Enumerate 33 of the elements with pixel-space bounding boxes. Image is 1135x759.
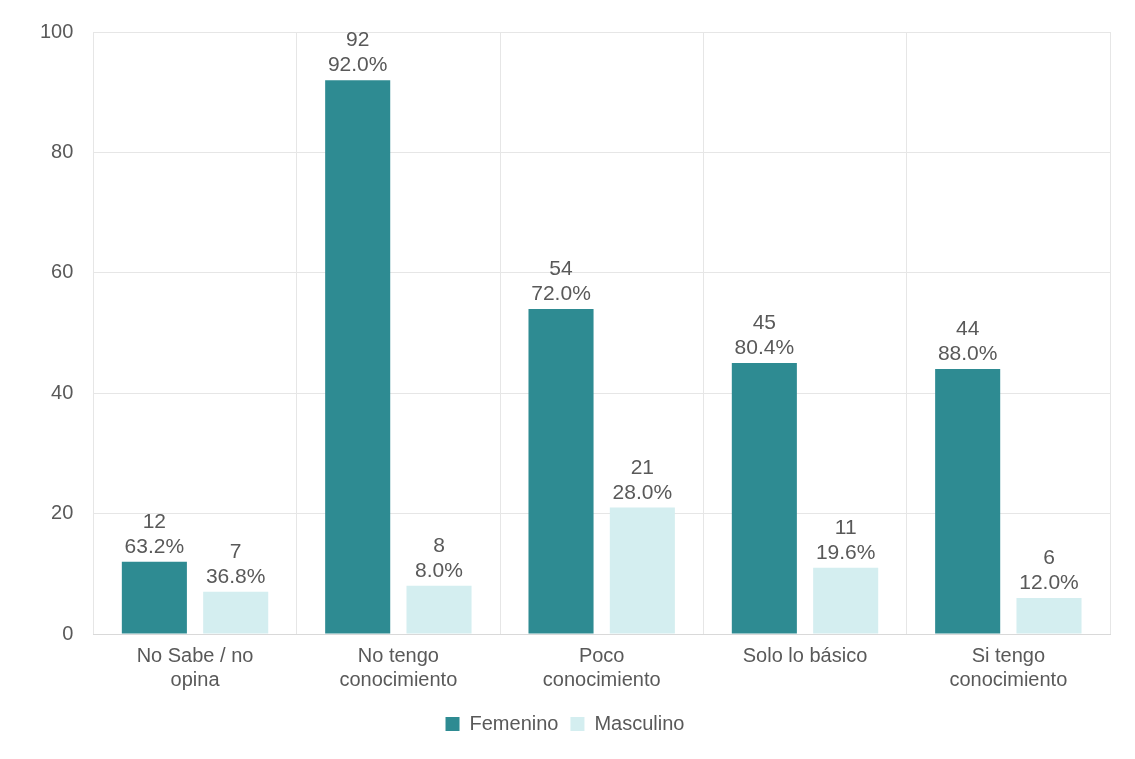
data-label: 6 12.0%	[1019, 545, 1079, 594]
bar	[203, 591, 269, 634]
data-label: 92 92.0%	[327, 27, 388, 76]
bar	[406, 585, 472, 634]
x-tick-label: No tengo conocimiento	[339, 643, 458, 690]
y-tick-label: 100	[39, 19, 74, 42]
data-label: 12 63.2%	[124, 509, 185, 558]
y-tick-label: 60	[51, 260, 74, 283]
data-label: 7 36.8%	[205, 539, 266, 588]
data-label: 45 80.4%	[734, 310, 795, 359]
x-tick-label: Solo lo básico	[742, 643, 868, 666]
x-tick-label: Poco conocimiento	[542, 643, 661, 690]
bar	[813, 567, 879, 634]
y-tick-label: 0	[62, 621, 74, 644]
data-label: 21 28.0%	[612, 454, 673, 503]
bar	[528, 308, 594, 634]
legend-label: Femenino	[469, 711, 559, 734]
data-label: 54 72.0%	[531, 256, 591, 305]
bar	[325, 80, 391, 634]
bar	[609, 507, 675, 634]
data-label: 8 8.0%	[415, 533, 463, 582]
bar	[121, 561, 187, 634]
legend-label: Masculino	[594, 711, 685, 734]
x-tick-label: Si tengo conocimiento	[949, 643, 1068, 690]
y-tick-label: 40	[51, 380, 74, 403]
bar	[935, 369, 1001, 634]
bar	[731, 363, 797, 634]
data-label: 11 19.6%	[815, 515, 876, 564]
y-tick-label: 20	[51, 501, 74, 524]
y-tick-label: 80	[51, 139, 74, 162]
data-label: 44 88.0%	[937, 316, 998, 365]
x-tick-label: No Sabe / no opina	[136, 643, 254, 690]
bar	[1016, 597, 1082, 634]
